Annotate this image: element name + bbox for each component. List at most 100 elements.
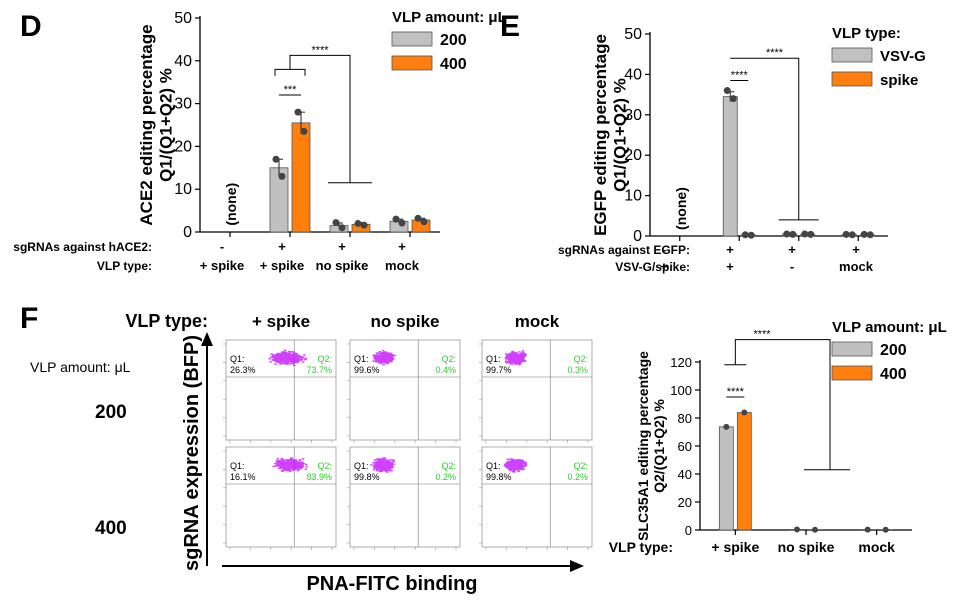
y-tick-label: 20 [624, 147, 642, 164]
row-label-vlp: VLP type: [97, 259, 152, 273]
significance-label: **** [731, 69, 749, 81]
flow-events [268, 349, 308, 367]
y-tick-label: 20 [174, 138, 192, 155]
q2-label: Q2: [573, 461, 588, 471]
bar-VSV-G-1 [722, 96, 738, 237]
q2-label: Q2: [441, 354, 456, 364]
legend-swatch-spike [831, 71, 873, 87]
data-point [848, 231, 856, 239]
x-tick-label: no spike [778, 539, 835, 555]
flow-cytometry-grid: VLP type: + spike no spike mock VLP amount: … [30, 311, 593, 595]
y-tick-label: 10 [174, 181, 192, 198]
q2-value: 0.2% [567, 472, 588, 482]
q2-label: Q2: [317, 354, 332, 364]
row2-cell: + spike [260, 258, 304, 273]
bar-400-0 [736, 412, 752, 531]
data-point [801, 230, 809, 238]
row2-cell: + [726, 259, 734, 274]
data-point [338, 224, 346, 232]
data-point [842, 230, 850, 238]
data-point [278, 172, 286, 180]
legend-label-VSV-G: VSV-G [880, 48, 926, 65]
q1-value: 99.8% [486, 472, 512, 482]
q2-value: 0.4% [435, 365, 456, 375]
legend-title: VLP amount: μL [832, 319, 947, 336]
q1-value: 99.6% [354, 365, 380, 375]
flow-row-label: 400 [95, 518, 127, 539]
panel-letter-f: F [20, 302, 38, 335]
flow-plot: Q1:99.8% Q2:0.2% [479, 446, 593, 550]
data-point [294, 108, 302, 116]
flow-column-label: no spike [371, 312, 440, 331]
data-point [882, 526, 889, 533]
y-tick-label: 50 [624, 26, 642, 43]
flow-plot: Q1:16.1% Q2:83.9% [223, 446, 337, 550]
y-axis-label-line: EGFP editing percentage [591, 34, 610, 236]
data-point [741, 409, 748, 416]
flow-x-arrowhead [570, 560, 584, 572]
panel-letter-d: D [20, 10, 42, 43]
data-point [414, 214, 422, 222]
y-axis-label: ACE2 editing percentageQ1/(Q1+Q2) % [137, 24, 176, 225]
flow-column-label: mock [515, 312, 560, 331]
data-point [747, 231, 755, 239]
data-point [741, 231, 749, 239]
y-tick-label: 0 [183, 224, 192, 241]
row-label-sgrna: sgRNAs against EGFP: [558, 243, 690, 257]
y-tick-label: 80 [678, 411, 692, 426]
y-tick-label: 20 [678, 495, 692, 510]
flow-events [272, 457, 308, 472]
y-tick-label: 30 [174, 96, 192, 113]
row2-cell: + [660, 259, 668, 274]
data-point [789, 230, 797, 238]
data-point [729, 95, 737, 103]
y-tick-label: 40 [678, 467, 692, 482]
q1-label: Q1: [486, 354, 501, 364]
y-tick-label: 100 [670, 383, 692, 398]
y-tick-label: 50 [174, 10, 192, 27]
y-axis-label-line: ACE2 editing percentage [137, 24, 156, 225]
bar-200-0 [718, 426, 734, 531]
data-point [398, 219, 406, 227]
y-tick-label: 120 [670, 355, 692, 370]
vlp-type-label: VLP type: [125, 311, 208, 331]
row-label-sgrna: sgRNAs against hACE2: [13, 240, 152, 254]
x-axis-label: VLP type: [609, 539, 673, 555]
data-point [332, 219, 340, 227]
flow-x-label: PNA-FITC binding [306, 573, 477, 595]
comparison-bracket [730, 57, 800, 220]
legend-label-400: 400 [440, 56, 467, 73]
q1-value: 99.7% [486, 365, 512, 375]
legend-swatch-VSV-G [831, 47, 873, 63]
y-tick-label: 0 [633, 228, 642, 245]
significance-label: *** [284, 84, 298, 96]
x-tick-label: + spike [711, 539, 759, 555]
flow-y-label: sgRNA expression (BFP) [181, 335, 203, 571]
row2-cell: + spike [200, 258, 244, 273]
flow-plot-frame [481, 446, 593, 548]
y-tick-label: 40 [174, 53, 192, 70]
q2-label: Q2: [317, 461, 332, 471]
q2-value: 0.3% [567, 365, 588, 375]
significance-label: **** [753, 329, 771, 341]
significance-label: **** [766, 47, 784, 59]
row2-cell: mock [385, 258, 420, 273]
data-point [866, 231, 874, 239]
row1-cell: + [726, 242, 734, 257]
data-point [723, 87, 731, 95]
x-tick-label: mock [858, 539, 895, 555]
data-point [360, 221, 368, 229]
data-point [723, 423, 730, 430]
panel-letter-e: E [500, 10, 520, 43]
legend-swatch-200 [831, 341, 873, 357]
q1-label: Q1: [230, 461, 245, 471]
none-label: (none) [673, 187, 689, 230]
row1-cell: + [398, 239, 406, 254]
q1-value: 16.1% [230, 472, 256, 482]
legend-label-200: 200 [880, 342, 907, 359]
bar-400-1 [291, 122, 311, 233]
q1-label: Q1: [486, 461, 501, 471]
